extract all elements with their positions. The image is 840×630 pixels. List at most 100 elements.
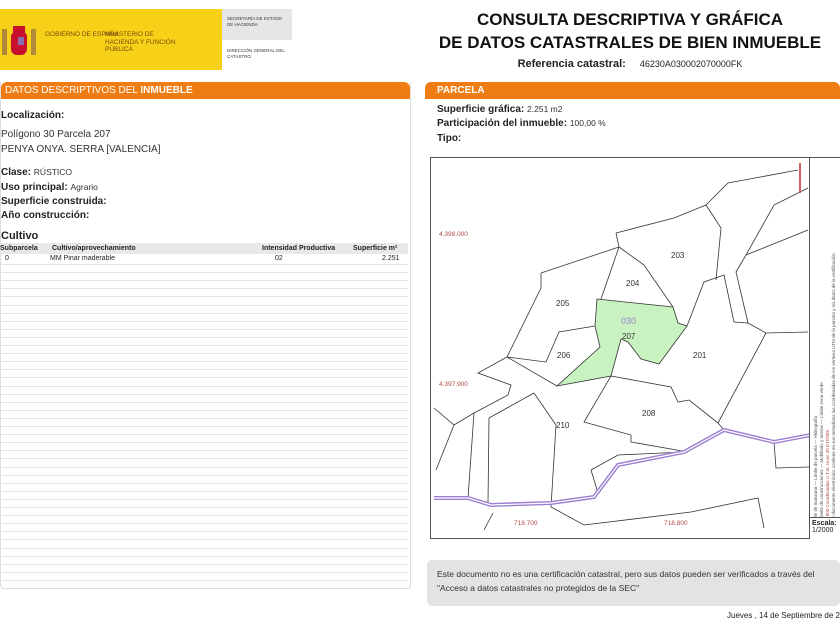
y-coord-label: 4.398.000 bbox=[439, 231, 468, 238]
title-line-1: CONSULTA DESCRIPTIVA Y GRÁFICA bbox=[476, 10, 784, 29]
table-row-divider bbox=[0, 507, 408, 508]
table-row-divider bbox=[0, 498, 408, 500]
heading-b: INMUEBLE bbox=[140, 85, 193, 96]
scale-value: 1/2000 bbox=[812, 527, 834, 534]
highlighted-parcel-207[interactable] bbox=[555, 298, 688, 387]
parcel-label: 207 bbox=[622, 332, 636, 341]
gobierno-logo: GOBIERNO DE ESPAÑA MINISTERIO DE HACIEND… bbox=[0, 9, 222, 70]
cell-superficie: 2.251 bbox=[382, 255, 400, 262]
table-row-divider bbox=[0, 288, 408, 290]
table-row-divider bbox=[0, 442, 408, 444]
superficie-grafica-label: Superficie gráfica: bbox=[437, 104, 525, 115]
parcel-label: 210 bbox=[556, 421, 570, 430]
superficie-construida-label: Superficie construida: bbox=[1, 196, 107, 207]
uso-value: Agrario bbox=[70, 182, 98, 192]
scale-label: Escala: bbox=[812, 520, 837, 527]
table-row-divider bbox=[0, 272, 408, 274]
datos-descriptivos-panel: DATOS DESCRIPTIVOS DEL INMUEBLE Localiza… bbox=[0, 82, 411, 589]
clase-label: Clase: bbox=[1, 167, 32, 178]
table-row-divider bbox=[0, 474, 408, 476]
anio-construccion-label: Año construcción: bbox=[1, 210, 90, 221]
table-row-divider bbox=[0, 336, 408, 338]
table-row-divider bbox=[0, 426, 408, 427]
legend-line: Este documento electrónico contiene en s… bbox=[831, 253, 836, 525]
parcel-label: 204 bbox=[626, 279, 640, 288]
localizacion-label: Localización: bbox=[1, 110, 65, 121]
parcel-label: 206 bbox=[557, 351, 571, 360]
page-title: CONSULTA DESCRIPTIVA Y GRÁFICA DE DATOS … bbox=[420, 8, 840, 54]
cell-cultivo: MM Pinar maderable bbox=[50, 255, 115, 262]
parcel-label: 201 bbox=[693, 351, 707, 360]
table-row-divider bbox=[0, 320, 408, 322]
table-row-divider bbox=[0, 417, 408, 419]
y-coord-label: 4.397.900 bbox=[439, 381, 468, 388]
direccion-text: DIRECCIÓN GENERAL DEL CATASTRO bbox=[227, 48, 285, 59]
map-scale: Escala: 1/2000 bbox=[810, 517, 840, 539]
table-row-divider bbox=[0, 466, 408, 468]
table-row-divider bbox=[0, 401, 408, 403]
coat-of-arms-icon bbox=[2, 26, 36, 55]
ministry-text: MINISTERIO DE HACIENDA Y FUNCIÓN PÚBLICA bbox=[105, 31, 176, 53]
table-row-divider bbox=[0, 539, 408, 541]
localizacion-line2: PENYA ONYA. SERRA [VALENCIA] bbox=[1, 144, 161, 155]
table-row-divider bbox=[0, 312, 408, 314]
table-row-divider bbox=[0, 353, 408, 355]
uso-label: Uso principal: bbox=[1, 182, 68, 193]
section-heading: DATOS DESCRIPTIVOS DEL INMUEBLE bbox=[1, 82, 410, 99]
cell-subparcela: 0 bbox=[5, 255, 9, 262]
parcela-panel: PARCELA Superficie gráfica: 2.251 m2 Par… bbox=[425, 82, 840, 545]
table-row-divider bbox=[0, 377, 408, 379]
gov-text: GOBIERNO DE ESPAÑA bbox=[45, 31, 119, 38]
table-header: Subparcela Cultivo/aprovechamiento Inten… bbox=[0, 243, 408, 254]
referencia-catastral: Referencia catastral: 46230A030002070000F… bbox=[420, 58, 840, 70]
table-row-divider bbox=[0, 450, 408, 452]
table-row-divider bbox=[0, 515, 408, 517]
table-row-divider bbox=[0, 304, 408, 306]
parcel-label: 208 bbox=[642, 409, 656, 418]
table-row-divider bbox=[0, 579, 408, 581]
x-coord-label: 718.800 bbox=[664, 520, 688, 527]
table-row-divider bbox=[0, 434, 408, 436]
map-legend: Límite de manzana — Límite de parcela — … bbox=[810, 157, 840, 539]
table-row-divider bbox=[0, 490, 408, 492]
cultivo-label: Cultivo bbox=[1, 230, 39, 242]
col-subparcela: Subparcela bbox=[0, 245, 38, 252]
cell-intensidad: 02 bbox=[275, 255, 283, 262]
superficie-grafica-value: 2.251 m2 bbox=[527, 104, 563, 114]
col-superficie: Superficie m² bbox=[353, 245, 398, 252]
table-row-divider bbox=[0, 531, 408, 533]
parcel-label: 205 bbox=[556, 299, 570, 308]
date-text: Jueves , 14 de Septiembre de 2 bbox=[727, 611, 840, 620]
table-row-divider bbox=[0, 571, 408, 573]
parcel-label: 203 bbox=[671, 251, 685, 260]
x-coord-label: 718.700 bbox=[514, 520, 538, 527]
table-row-divider bbox=[0, 393, 408, 395]
participacion-value: 100,00 % bbox=[569, 118, 606, 128]
heading-a: DATOS DESCRIPTIVOS DEL bbox=[5, 85, 141, 96]
cultivo-table: Subparcela Cultivo/aprovechamiento Inten… bbox=[0, 82, 411, 582]
table-row-divider bbox=[0, 547, 408, 549]
ref-label: Referencia catastral: bbox=[517, 58, 626, 70]
table-row-divider bbox=[0, 296, 408, 298]
table-row-divider bbox=[0, 264, 408, 265]
table-row-divider bbox=[0, 369, 408, 371]
col-cultivo: Cultivo/aprovechamiento bbox=[52, 245, 136, 252]
tipo-label: Tipo: bbox=[437, 133, 462, 144]
table-row-divider bbox=[0, 409, 408, 411]
secretaria-text: SECRETARÍA DE ESTADO DE HACIENDA bbox=[222, 9, 292, 40]
table-row-divider bbox=[0, 482, 408, 484]
table-row-divider bbox=[0, 458, 408, 460]
table-row-divider bbox=[0, 555, 408, 557]
table-row-divider bbox=[0, 563, 408, 565]
table-row-divider bbox=[0, 361, 408, 363]
polygon-label: 030 bbox=[621, 316, 636, 326]
clase-value: RÚSTICO bbox=[33, 167, 73, 177]
map-drawing: 203 204 205 206 207 201 208 210 030 4.39… bbox=[433, 163, 809, 531]
disclaimer-note: Este documento no es una certificación c… bbox=[427, 560, 840, 606]
table-row-divider bbox=[0, 345, 408, 346]
road bbox=[434, 427, 809, 508]
table-row-divider bbox=[0, 523, 408, 525]
col-intensidad: Intensidad Productiva bbox=[262, 245, 336, 252]
localizacion-line1: Polígono 30 Parcela 207 bbox=[1, 129, 111, 140]
cadastral-map[interactable]: 203 204 205 206 207 201 208 210 030 4.39… bbox=[430, 157, 810, 539]
